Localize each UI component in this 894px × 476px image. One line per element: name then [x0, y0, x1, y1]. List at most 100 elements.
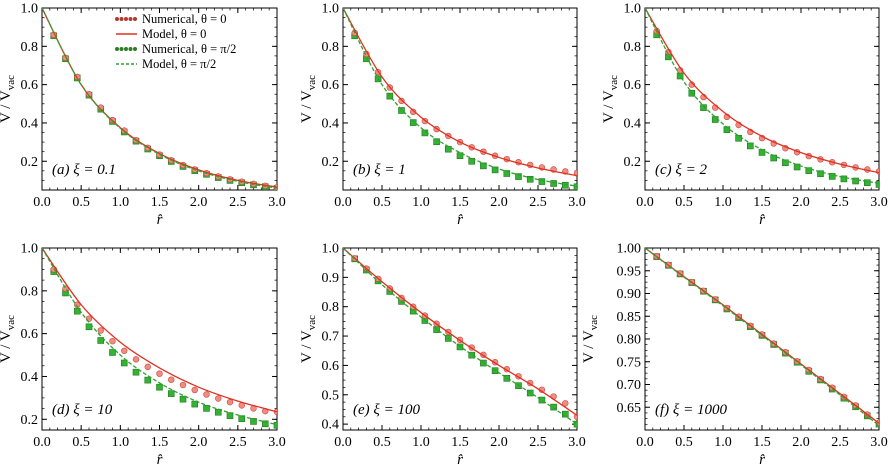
x-tick-label: 1.0 — [412, 435, 430, 450]
y-tick-label: 0.75 — [617, 355, 642, 370]
legend-swatch — [115, 17, 119, 21]
marker-theta-pi2 — [805, 167, 813, 174]
x-tick-label: 0.5 — [72, 435, 90, 450]
x-tick-label: 2.0 — [490, 195, 508, 210]
legend-label: Model, θ = 0 — [142, 27, 206, 41]
marker-theta-0 — [191, 386, 198, 394]
marker-theta-pi2 — [468, 351, 476, 359]
marker-theta-pi2 — [793, 163, 801, 171]
marker-theta-0 — [226, 398, 234, 406]
y-axis-label: V / Vvac — [299, 75, 318, 123]
marker-theta-pi2 — [840, 175, 848, 183]
x-axis-label: r̂ — [457, 452, 463, 468]
y-tick-label: 0.2 — [624, 155, 642, 170]
marker-theta-pi2 — [398, 107, 405, 114]
panel-6: 0.0 0.5 1.0 1.5 2.0 2.5 3.0 0.65 0.70 0.75 0.80 0.8… — [581, 242, 888, 469]
x-tick-label: 0.0 — [33, 435, 51, 450]
marker-theta-pi2 — [538, 178, 546, 185]
marker-theta-0 — [156, 370, 163, 377]
panel-label: (c) ξ = 2 — [655, 162, 707, 178]
marker-theta-0 — [109, 337, 116, 345]
x-tick-label: 2.5 — [229, 195, 247, 210]
panel-4: 0.0 0.5 1.0 1.5 2.0 2.5 3.0 0.2 0.4 0.6 0.8 1.0 r̂ V … — [0, 242, 286, 469]
x-tick-label: 0.5 — [373, 195, 391, 210]
legend-swatch — [133, 47, 137, 51]
marker-theta-pi2 — [73, 307, 81, 315]
x-tick-label: 3.0 — [268, 195, 286, 210]
y-tick-label: 1.0 — [21, 2, 39, 17]
model-curve-theta-0 — [343, 8, 577, 177]
marker-theta-0 — [121, 347, 128, 354]
legend-swatch — [128, 17, 133, 21]
x-tick-label: 1.5 — [753, 195, 771, 210]
marker-theta-pi2 — [144, 376, 152, 384]
y-tick-label: 0.6 — [322, 78, 340, 93]
marker-theta-0 — [875, 168, 879, 175]
x-tick-label: 1.5 — [151, 195, 169, 210]
y-tick-label: 0.70 — [617, 378, 642, 393]
x-tick-label: 2.0 — [190, 195, 208, 210]
x-tick-label: 2.5 — [831, 195, 849, 210]
x-tick-label: 1.0 — [714, 435, 732, 450]
legend-label: Numerical, θ = π/2 — [142, 42, 236, 56]
marker-theta-pi2 — [409, 119, 417, 126]
legend-swatch — [119, 17, 124, 21]
marker-theta-0 — [97, 327, 104, 334]
x-axis-label: r̂ — [157, 452, 163, 468]
y-tick-label: 0.5 — [322, 388, 340, 403]
panel-label: (b) ξ = 1 — [353, 162, 406, 178]
model-curve-theta-pi2 — [42, 248, 277, 426]
marker-theta-pi2 — [179, 395, 187, 403]
y-tick-label: 1.00 — [617, 242, 642, 257]
y-tick-label: 0.6 — [21, 78, 39, 93]
marker-theta-pi2 — [261, 420, 269, 428]
x-tick-label: 0.0 — [33, 195, 51, 210]
panel-1: 0.0 0.5 1.0 1.5 2.0 2.5 3.0 0.2 0.4 0.6 0.8 1.0 r̂ V … — [0, 2, 286, 229]
x-axis-label: r̂ — [157, 212, 163, 228]
marker-theta-pi2 — [538, 396, 546, 404]
y-tick-label: 1.0 — [624, 2, 642, 17]
y-tick-label: 0.4 — [624, 116, 642, 131]
y-tick-label: 1.0 — [322, 242, 340, 257]
marker-theta-0 — [179, 381, 187, 389]
x-tick-label: 1.0 — [112, 195, 130, 210]
marker-theta-pi2 — [132, 368, 140, 376]
y-tick-label: 0.80 — [617, 333, 642, 348]
x-tick-label: 2.5 — [229, 435, 247, 450]
y-tick-label: 0.2 — [21, 155, 39, 170]
marker-theta-pi2 — [526, 175, 534, 183]
x-tick-label: 1.5 — [753, 435, 771, 450]
panel-label: (a) ξ = 0.1 — [52, 162, 116, 178]
model-curve-theta-pi2 — [343, 248, 577, 425]
x-tick-label: 0.0 — [636, 435, 654, 450]
y-tick-label: 0.85 — [617, 310, 642, 325]
marker-theta-0 — [132, 356, 140, 363]
y-tick-label: 0.6 — [322, 359, 340, 374]
x-tick-label: 3.0 — [870, 195, 888, 210]
x-tick-label: 3.0 — [268, 435, 286, 450]
x-tick-label: 1.5 — [151, 435, 169, 450]
y-tick-label: 0.8 — [21, 284, 39, 299]
y-tick-label: 0.2 — [21, 413, 39, 428]
marker-theta-pi2 — [503, 170, 511, 177]
data-marks — [343, 248, 577, 428]
x-tick-label: 3.0 — [870, 435, 888, 450]
x-tick-label: 0.5 — [72, 195, 90, 210]
panel-label: (d) ξ = 10 — [52, 402, 113, 418]
y-axis-label: V / Vvac — [601, 75, 620, 123]
legend-label: Model, θ = π/2 — [142, 57, 216, 71]
model-curve-theta-0 — [42, 248, 277, 413]
x-tick-label: 0.0 — [636, 195, 654, 210]
y-tick-label: 0.4 — [322, 116, 340, 131]
y-tick-label: 0.6 — [624, 78, 642, 93]
x-tick-label: 0.5 — [675, 435, 693, 450]
y-tick-label: 0.8 — [624, 40, 642, 55]
y-tick-label: 0.95 — [617, 264, 642, 279]
x-tick-label: 1.5 — [451, 435, 469, 450]
y-axis-label: V / Vvac — [581, 315, 600, 363]
marker-theta-pi2 — [573, 420, 577, 428]
marker-theta-0 — [398, 97, 405, 105]
marker-theta-0 — [144, 363, 151, 371]
y-axis-label: V / Vvac — [0, 75, 17, 123]
